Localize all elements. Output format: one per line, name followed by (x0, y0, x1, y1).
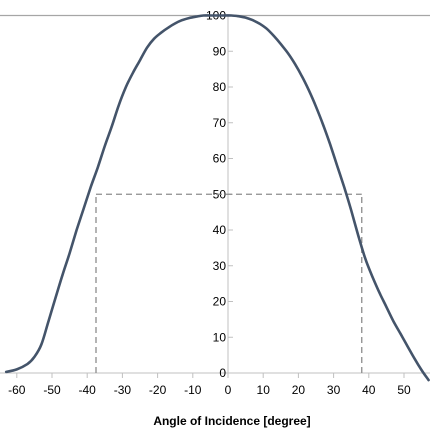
x-tick-label: -60 (8, 383, 26, 397)
series-line (4, 14, 430, 382)
y-tick-label: 90 (213, 44, 227, 58)
x-tick-label: 30 (327, 383, 341, 397)
y-tick-label: 30 (213, 259, 227, 273)
y-tick-label: 60 (213, 152, 227, 166)
x-tick-label: 40 (362, 383, 376, 397)
x-tick-label: -30 (114, 383, 132, 397)
x-tick-label: 0 (225, 383, 232, 397)
y-tick-label: 20 (213, 295, 227, 309)
y-tick-label: 70 (213, 116, 227, 130)
x-tick-label: -20 (149, 383, 167, 397)
x-tick-label: -10 (184, 383, 202, 397)
y-tick-label: 10 (213, 330, 227, 344)
y-tick-label: 80 (213, 80, 227, 94)
x-tick-label: 20 (292, 383, 306, 397)
y-tick-label: 0 (219, 366, 226, 380)
x-tick-label: 50 (397, 383, 411, 397)
x-axis-title: Angle of Incidence [degree] (153, 414, 310, 428)
x-tick-label: 10 (257, 383, 271, 397)
x-tick-label: -40 (79, 383, 97, 397)
x-tick-label: -50 (43, 383, 61, 397)
y-tick-label: 40 (213, 223, 227, 237)
